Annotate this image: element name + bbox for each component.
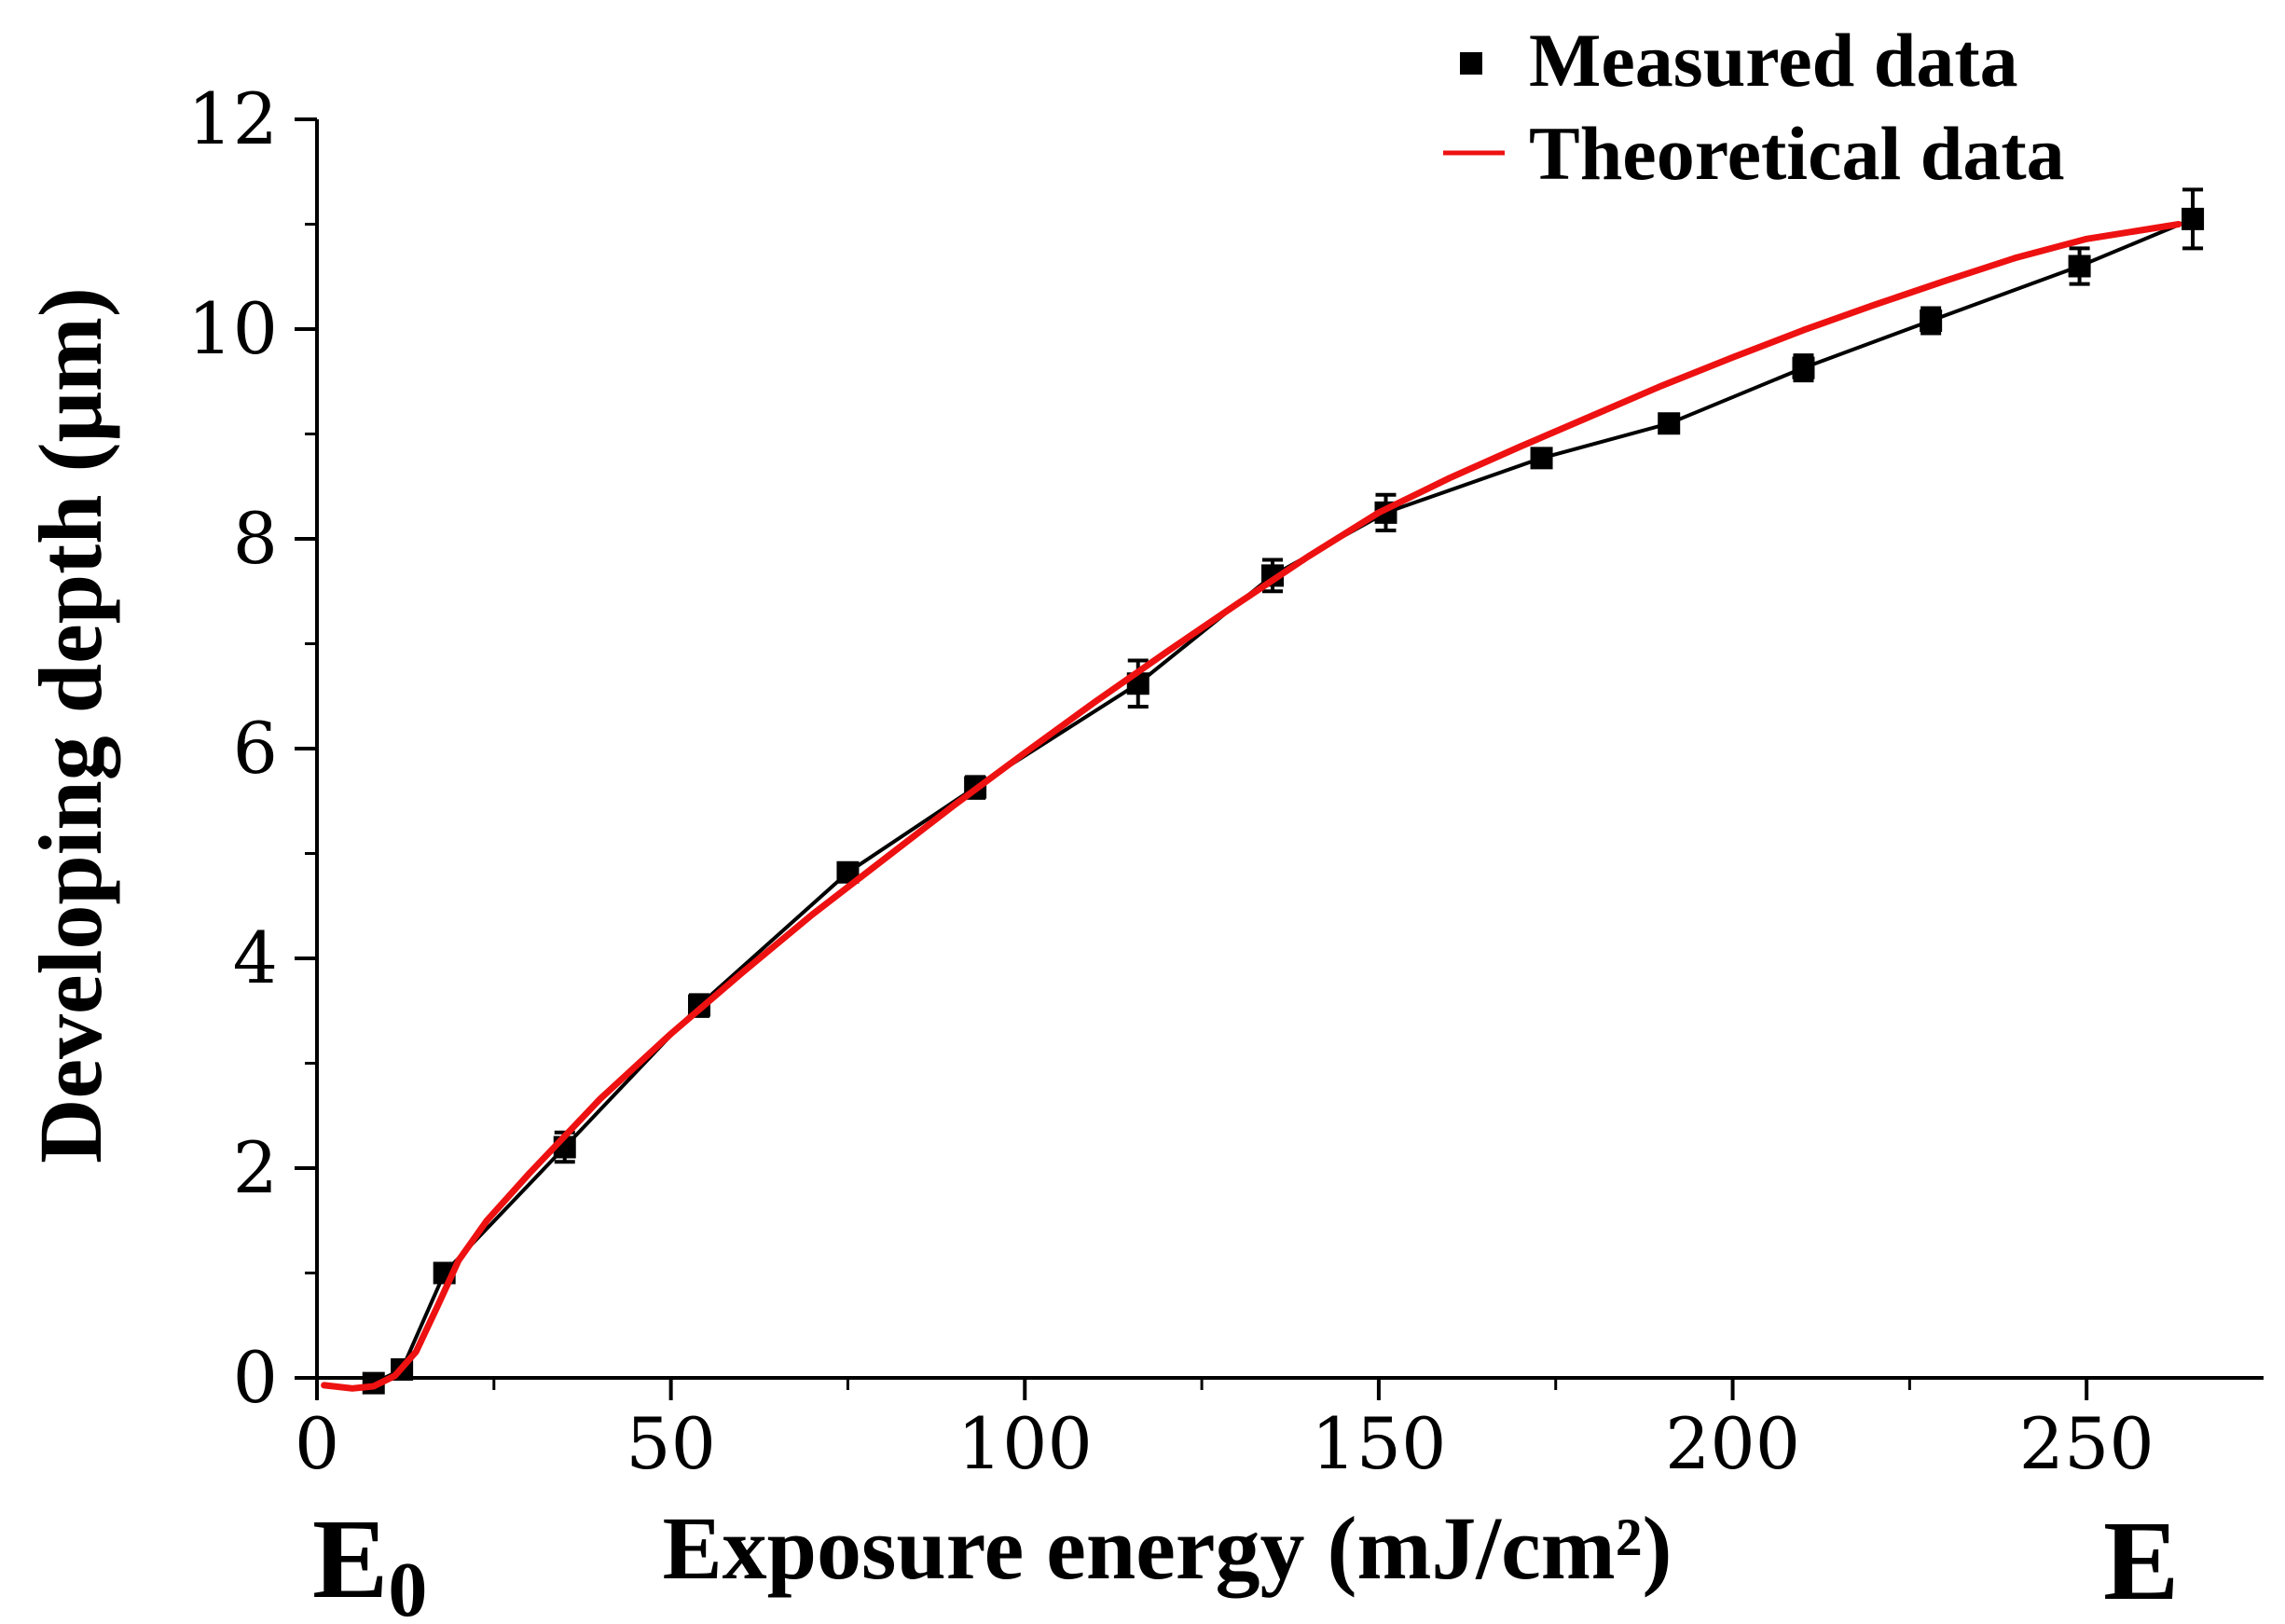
x-axis-title: Exposure energy (mJ/cm²)	[663, 1498, 1672, 1598]
e0-label: E0	[312, 1496, 427, 1624]
x-tick-label: 100	[957, 1402, 1093, 1485]
y-tick-label: 6	[233, 707, 278, 790]
measured-point	[1658, 412, 1681, 435]
measured-series	[362, 187, 2205, 1395]
y-tick-label: 8	[233, 497, 278, 580]
measured-point	[2068, 255, 2091, 278]
measured-series-line	[372, 217, 2194, 1385]
legend-measured-label: Measured data	[1529, 18, 2018, 103]
x-tick-label: 200	[1665, 1402, 1800, 1485]
x-tick-label: 150	[1311, 1402, 1446, 1485]
y-tick-label: 4	[233, 916, 278, 999]
e-end-label: E	[2103, 1498, 2179, 1624]
measured-point	[1920, 310, 1943, 332]
e0-main: E	[312, 1496, 388, 1622]
measured-point	[2182, 207, 2205, 230]
x-tick-label: 50	[626, 1402, 716, 1485]
y-tick-label: 2	[233, 1126, 278, 1209]
measured-point	[1530, 447, 1553, 470]
y-tick-label: 12	[187, 77, 278, 160]
x-tick-label: 250	[2019, 1402, 2154, 1485]
measured-point	[1792, 356, 1815, 379]
y-axis-ticks: 0 2 4 6 8 10 12	[187, 77, 317, 1419]
e0-subscript: 0	[388, 1547, 427, 1624]
x-axis-ticks: 0 50 100 150 200 250	[295, 1378, 2154, 1485]
legend-measured-marker	[1460, 52, 1482, 75]
legend-theoretical-label: Theoretical data	[1529, 111, 2065, 196]
y-tick-label: 0	[233, 1336, 278, 1419]
theoretical-series	[321, 221, 2182, 1392]
legend: Measured data Theoretical data	[1443, 18, 2065, 196]
theoretical-series-line	[321, 221, 2182, 1392]
axes	[315, 119, 2264, 1380]
y-tick-label: 10	[187, 287, 278, 370]
y-axis-title: Developing depth (μm)	[21, 287, 120, 1163]
x-tick-label: 0	[295, 1402, 339, 1485]
